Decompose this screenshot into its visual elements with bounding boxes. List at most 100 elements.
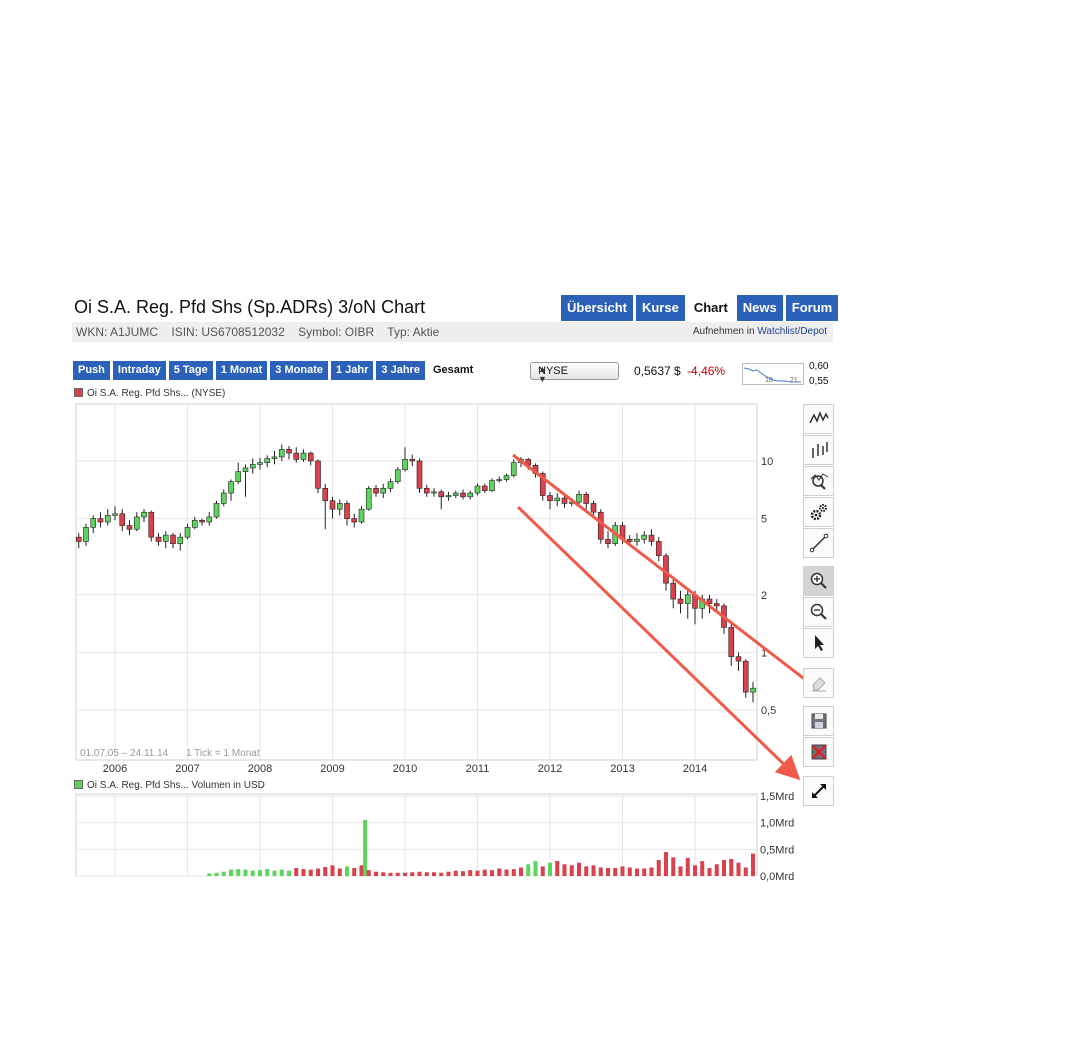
volume-bar-down <box>642 868 647 876</box>
price-candle <box>438 489 445 510</box>
tab-forum[interactable]: Forum <box>785 295 839 321</box>
price-candle <box>728 624 735 666</box>
price-candle <box>315 459 321 494</box>
price-candle <box>445 491 452 501</box>
range-push-button[interactable]: Push <box>73 361 110 380</box>
candle-body-up <box>133 516 140 530</box>
candle-body-down <box>590 503 597 513</box>
range-1monat-button[interactable]: 1 Monat <box>215 361 268 380</box>
volume-bar-up <box>363 820 368 876</box>
volume-bar-down <box>707 868 712 876</box>
range-5tage-button[interactable]: 5 Tage <box>168 361 213 380</box>
candle-body-up <box>300 452 307 460</box>
indicator-magnifier-icon <box>810 473 828 490</box>
candle-body-up <box>112 513 118 516</box>
volume-bar-down <box>475 870 480 876</box>
volume-bar-down <box>359 865 364 876</box>
price-candle <box>148 510 155 542</box>
range-3jahre-button[interactable]: 3 Jahre <box>376 361 425 380</box>
candle-body-up <box>358 508 365 523</box>
price-candle <box>655 537 662 562</box>
ohlc-chart-button[interactable] <box>803 435 834 465</box>
candle-body-down <box>438 491 445 498</box>
candle-body-down <box>423 488 430 494</box>
candle-body-up <box>503 475 510 480</box>
volume-bar-up <box>250 870 255 876</box>
candle-body-down <box>416 460 423 489</box>
price-candle <box>184 523 191 540</box>
range-1jahr-button[interactable]: 1 Jahr <box>330 361 374 380</box>
price-legend-label: Oi S.A. Reg. Pfd Shs... (NYSE) <box>87 388 226 399</box>
volume-bar-down <box>685 857 690 876</box>
volume-bar-down <box>591 865 596 876</box>
volume-bar-up <box>526 864 531 876</box>
candle-body-up <box>206 516 213 523</box>
volume-chart-area[interactable] <box>75 793 758 877</box>
volume-bar-up <box>236 869 241 876</box>
range-3monate-button[interactable]: 3 Monate <box>270 361 328 380</box>
draw-line-button[interactable] <box>803 528 834 558</box>
volume-bar-down <box>410 872 415 876</box>
price-candle <box>677 590 684 614</box>
range-intraday-button[interactable]: Intraday <box>112 361 166 380</box>
delete-button[interactable] <box>803 737 834 767</box>
settings-button[interactable] <box>803 497 834 527</box>
zoom-in-button[interactable] <box>803 566 834 596</box>
wkn-label: WKN: A1JUMC <box>76 325 159 339</box>
price-candle <box>336 499 343 516</box>
candle-body-up <box>213 503 220 518</box>
pointer-button[interactable] <box>803 628 834 658</box>
zoom-out-button[interactable] <box>803 597 834 627</box>
watchlist-link[interactable]: Watchlist/Depot <box>757 326 827 337</box>
candle-body-down <box>351 518 358 523</box>
eraser-button[interactable] <box>803 668 834 698</box>
volume-bar-up <box>243 869 248 876</box>
volume-grid <box>76 794 757 877</box>
candle-body-down <box>626 538 633 542</box>
price-candle <box>670 579 677 609</box>
volume-bar-down <box>424 872 429 876</box>
candle-body-up <box>220 492 227 504</box>
volume-bar-up <box>258 870 262 876</box>
price-candle <box>177 533 184 551</box>
candle-body-up <box>684 594 691 604</box>
price-candle <box>293 447 300 463</box>
range-gesamt-button[interactable]: Gesamt <box>427 361 479 380</box>
price-candle <box>213 500 220 519</box>
price-candle <box>271 450 278 465</box>
candle-body-down <box>148 511 155 538</box>
exchange-select[interactable]: NYSE ▲ ▼ <box>530 362 619 384</box>
volume-bar-down <box>598 867 603 876</box>
price-candle <box>496 476 503 483</box>
mini-chart-line <box>743 367 801 383</box>
price-candle <box>322 483 329 530</box>
isin-label: ISIN: US6708512032 <box>171 325 285 339</box>
tab-kurse[interactable]: Kurse <box>635 295 685 321</box>
tab-chart[interactable]: Chart <box>687 295 734 321</box>
price-x-tick-label: 2013 <box>610 763 634 775</box>
price-candle <box>191 516 198 530</box>
candle-body-down <box>155 536 162 542</box>
candle-body-down <box>561 497 568 504</box>
line-chart-button[interactable] <box>803 404 834 434</box>
candle-body-up <box>141 511 147 518</box>
volume-bar-down <box>751 853 755 876</box>
volume-bar-up <box>214 872 219 876</box>
fullscreen-button[interactable] <box>803 776 834 806</box>
volume-bar-up <box>207 873 212 876</box>
volume-bar-up <box>272 870 277 876</box>
volume-legend: Oi S.A. Reg. Pfd Shs... Volumen in USD <box>74 780 265 791</box>
price-x-tick-label: 2014 <box>683 763 707 775</box>
indicator-button[interactable] <box>803 466 834 496</box>
tab-uebersicht[interactable]: Übersicht <box>561 295 633 321</box>
candle-body-down <box>597 511 604 540</box>
price-x-tick-label: 2010 <box>393 763 417 775</box>
volume-bar-down <box>504 869 509 876</box>
price-chart-area[interactable] <box>75 403 758 761</box>
candle-body-down <box>539 473 546 496</box>
tab-news[interactable]: News <box>736 295 783 321</box>
candle-body-up <box>278 449 285 458</box>
volume-bar-down <box>323 866 328 876</box>
price-candle <box>503 473 510 482</box>
save-button[interactable] <box>803 706 834 736</box>
